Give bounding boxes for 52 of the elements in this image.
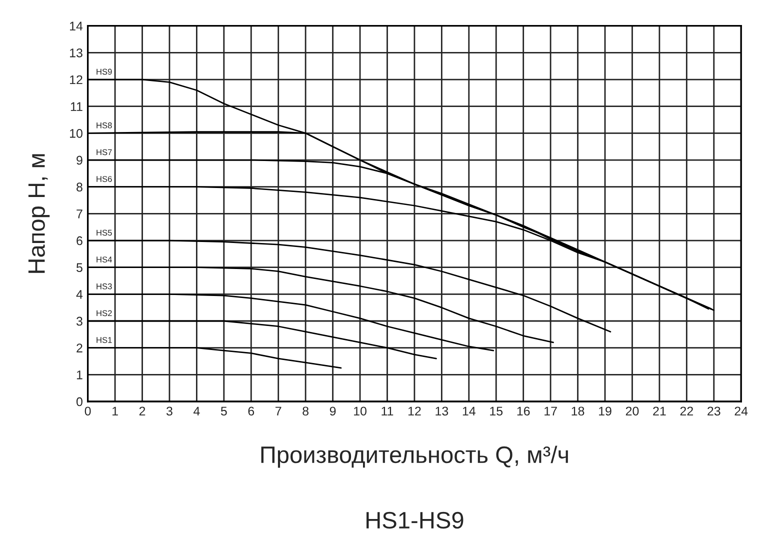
x-tick-label: 10 <box>354 406 366 416</box>
x-tick-label: 11 <box>382 406 394 416</box>
y-tick-label: 9 <box>76 156 82 165</box>
x-tick-label: 17 <box>544 406 557 416</box>
y-tick-label: 14 <box>70 22 83 30</box>
y-tick-label: 10 <box>70 128 82 138</box>
x-tick-label: 14 <box>462 406 476 416</box>
x-tick-label: 0 <box>84 406 91 416</box>
y-tick-label: 6 <box>76 236 82 246</box>
x-tick-label: 2 <box>139 406 146 416</box>
y-tick-label: 3 <box>76 316 82 326</box>
x-tick-label: 12 <box>408 406 421 416</box>
x-tick-label: 16 <box>517 406 530 416</box>
x-tick-label: 21 <box>653 406 666 416</box>
x-tick-label: 7 <box>276 406 282 416</box>
y-tick-label: 7 <box>76 210 82 218</box>
series-label: HS6 <box>96 176 112 182</box>
x-tick-label: 15 <box>490 406 503 416</box>
x-axis-title: Производительность Q, м³/ч <box>261 446 568 468</box>
x-tick-label: 1 <box>112 406 118 416</box>
series-label: HS1 <box>96 337 112 343</box>
x-tick-label: 24 <box>734 406 748 416</box>
x-tick-label: 23 <box>708 406 720 416</box>
y-tick-label: 5 <box>76 263 82 272</box>
x-tick-label: 5 <box>220 406 227 416</box>
series-label: HS5 <box>96 230 112 236</box>
series-label: HS4 <box>96 256 112 262</box>
y-tick-label: 8 <box>76 182 82 192</box>
series-label: HS9 <box>96 68 112 75</box>
y-tick-label: 2 <box>76 344 82 352</box>
text: HS1-HS9 <box>366 512 464 529</box>
y-axis-title: Напор H, м <box>28 154 50 273</box>
x-tick-label: 3 <box>166 406 172 416</box>
x-tick-label: 8 <box>302 406 309 416</box>
series-label: HS8 <box>96 122 112 128</box>
y-tick-label: 11 <box>70 102 82 111</box>
x-tick-label: 13 <box>436 406 448 416</box>
series-label: HS7 <box>96 149 112 156</box>
y-tick-label: 1 <box>76 370 82 380</box>
x-tick-label: 22 <box>680 406 693 416</box>
series-label: HS3 <box>96 283 112 290</box>
x-tick-label: 9 <box>330 406 336 416</box>
x-tick-label: 6 <box>248 406 254 416</box>
series-label: HS2 <box>96 310 112 316</box>
y-tick-label: 12 <box>70 75 82 84</box>
x-tick-label: 4 <box>194 406 200 416</box>
y-tick-label: 4 <box>76 290 83 299</box>
x-tick-label: 19 <box>599 406 612 416</box>
y-tick-label: 13 <box>70 48 82 58</box>
y-tick-label: 0 <box>76 397 82 406</box>
x-tick-label: 18 <box>572 406 584 416</box>
x-tick-label: 20 <box>626 406 639 416</box>
